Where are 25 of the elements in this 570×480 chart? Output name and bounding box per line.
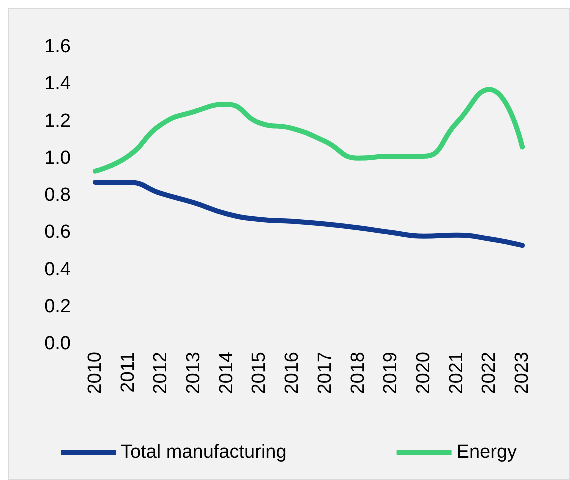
x-tick-label: 2022 <box>479 352 500 394</box>
y-tick-label: 1.6 <box>44 36 71 58</box>
x-tick-label: 2016 <box>282 352 304 394</box>
legend-label: Energy <box>456 442 518 463</box>
y-tick-label: 1.4 <box>44 74 72 95</box>
y-tick-label: 0.4 <box>44 259 72 280</box>
x-tick-label: 2013 <box>184 352 204 394</box>
y-tick-label: 0.6 <box>44 222 71 244</box>
legend-label: Total manufacturing <box>120 442 287 463</box>
x-tick-label: 2018 <box>348 352 369 394</box>
x-tick-label: 2011 <box>118 352 139 393</box>
x-tick-label: 2014 <box>216 352 238 394</box>
x-tick-label: 2012 <box>150 352 172 394</box>
x-tick-label: 2015 <box>249 352 270 394</box>
y-tick-label: 1.0 <box>44 148 71 169</box>
x-tick-label: 2021 <box>446 352 468 394</box>
x-tick-label: 2017 <box>314 352 336 394</box>
y-tick-label: 0.2 <box>44 296 71 318</box>
x-tick-label: 2019 <box>380 352 402 394</box>
x-tick-label: 2010 <box>84 352 106 394</box>
x-tick-label: 2020 <box>414 352 434 394</box>
y-tick-label: 0.8 <box>44 185 71 206</box>
y-tick-label: 0.0 <box>44 334 71 354</box>
y-tick-label: 1.2 <box>44 110 71 132</box>
x-tick-label: 2023 <box>512 352 534 394</box>
